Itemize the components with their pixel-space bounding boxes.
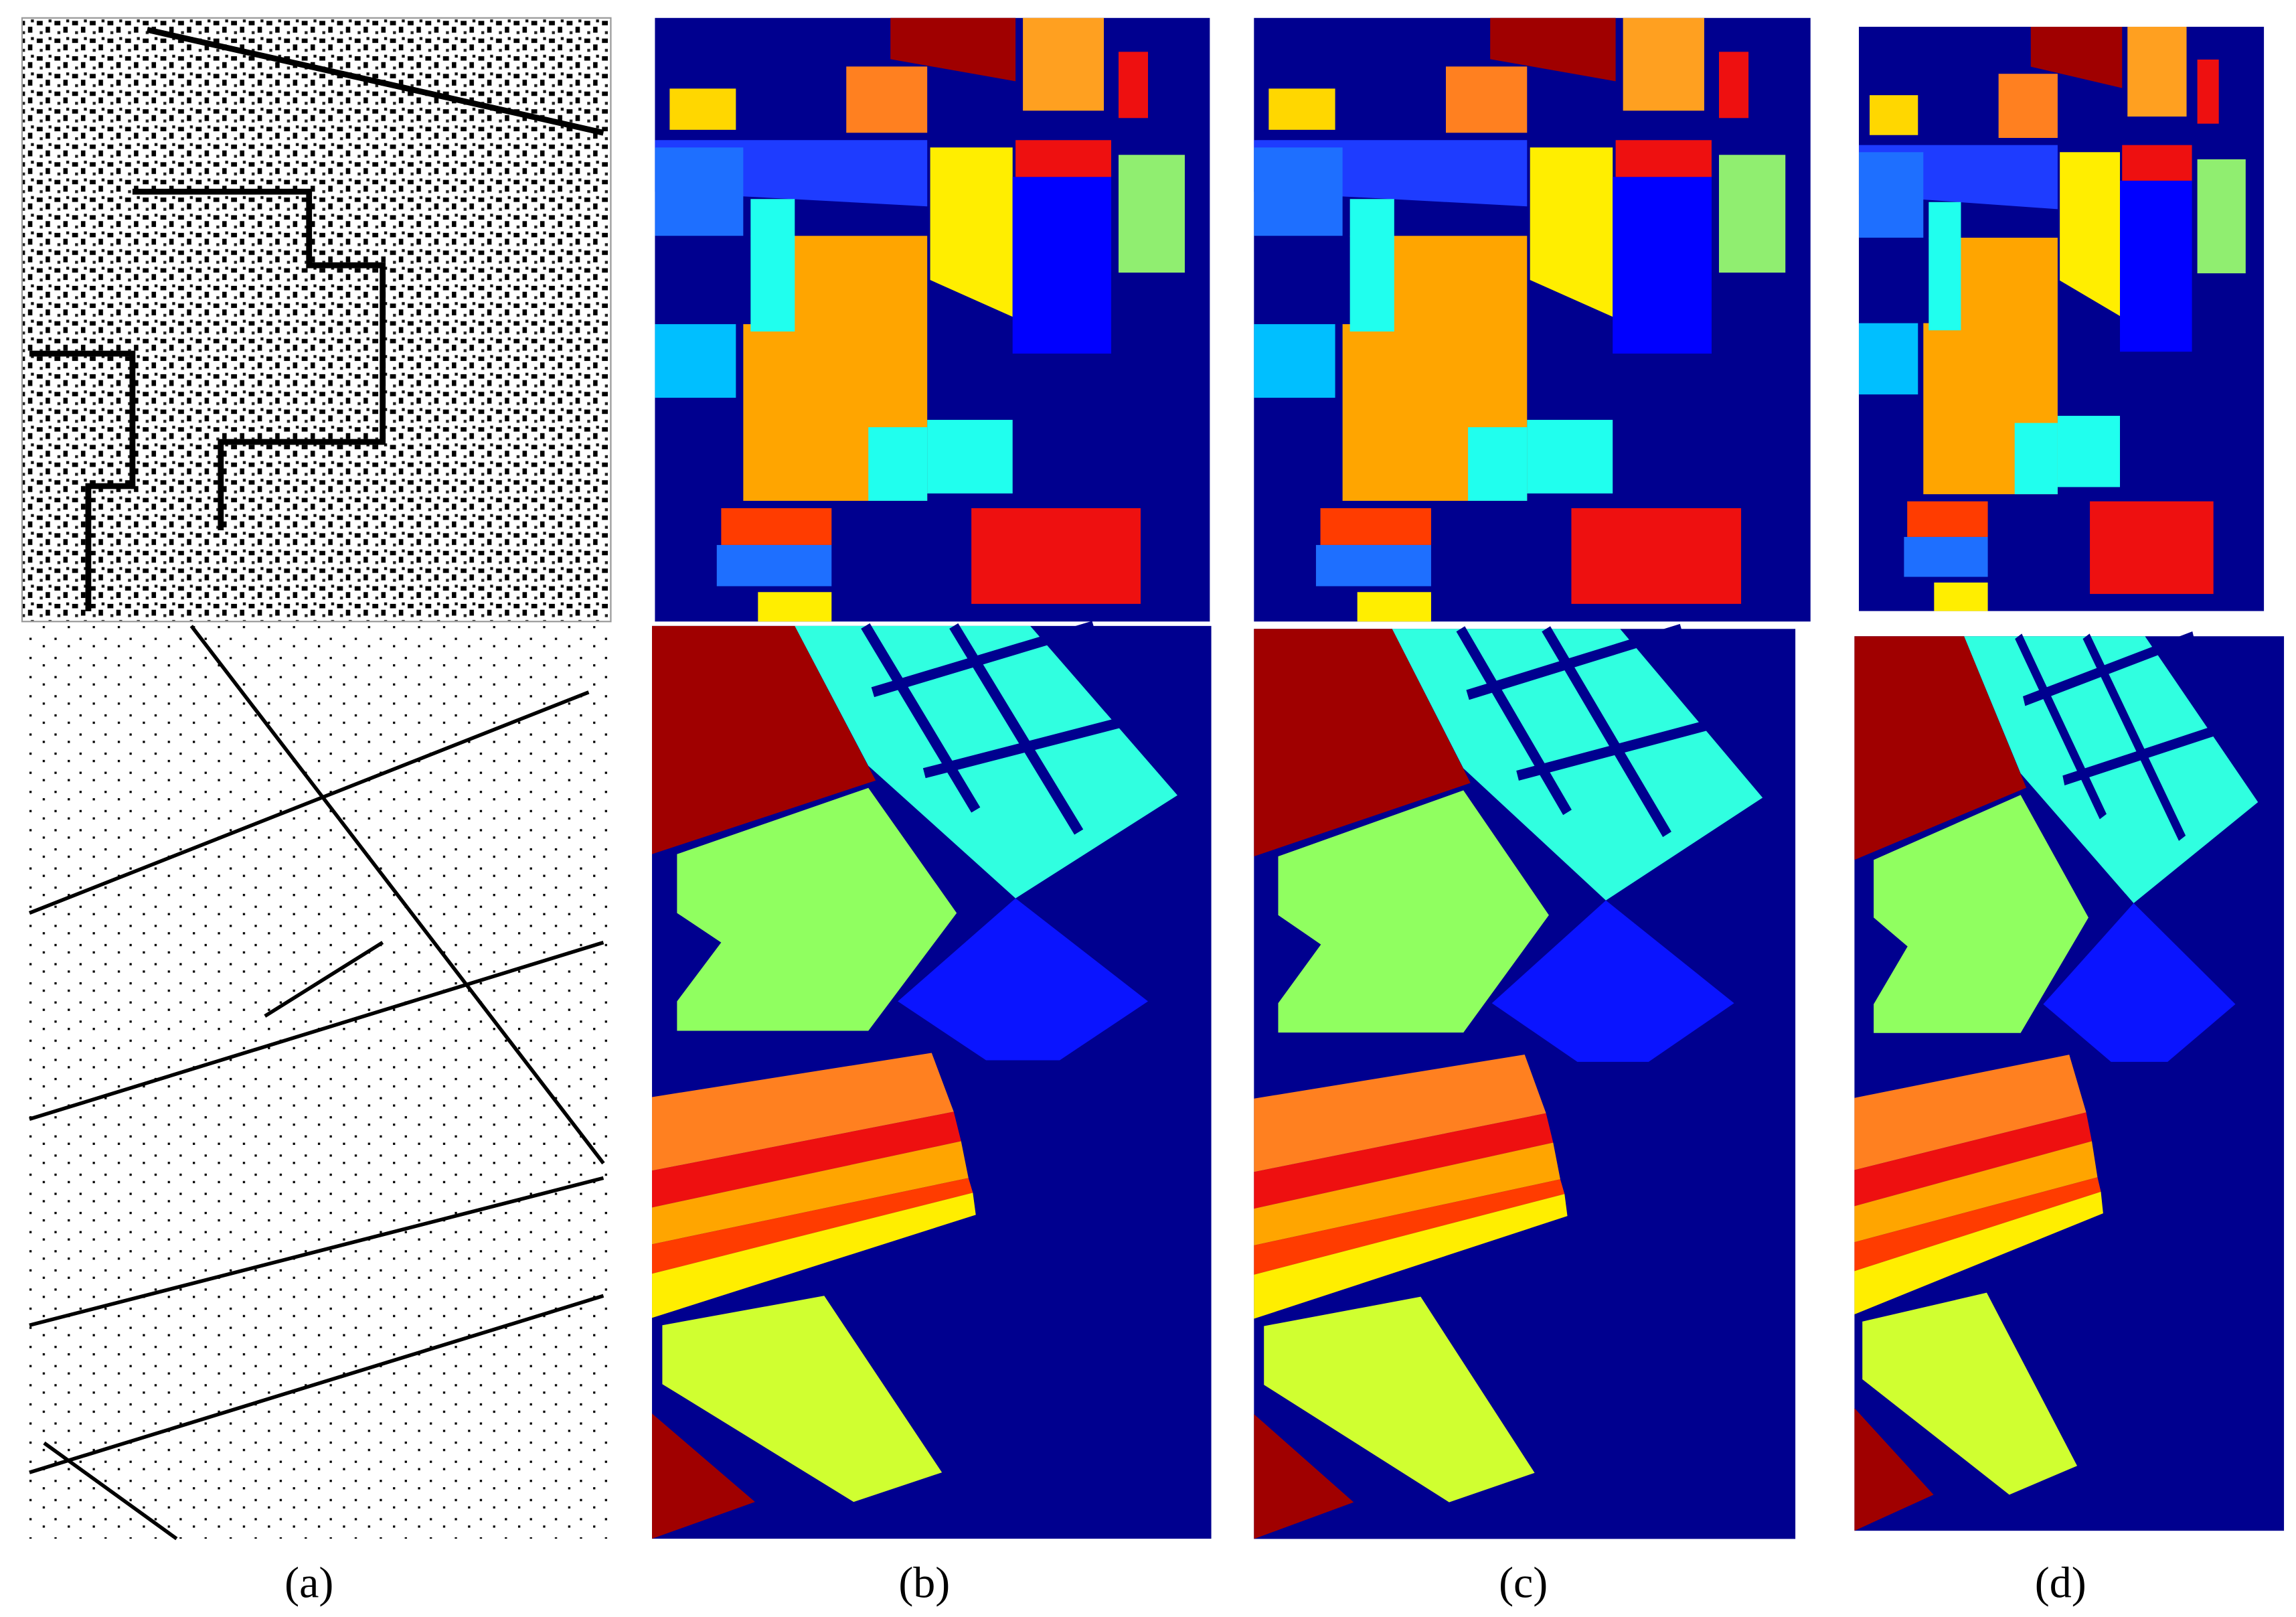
map-b-top xyxy=(655,17,1210,622)
map-c-top xyxy=(1254,17,1811,622)
panel-label: (c) xyxy=(1499,1559,1548,1608)
texture-map xyxy=(21,17,612,623)
edge-lines xyxy=(28,625,605,1541)
map-b-bottom xyxy=(652,626,1212,1539)
panel-a xyxy=(21,17,612,1541)
panel-label: (a) xyxy=(284,1559,333,1608)
panel-label: (d) xyxy=(2035,1559,2086,1608)
field-edges xyxy=(29,27,604,611)
edge-map xyxy=(21,625,611,1539)
panel-label: (b) xyxy=(898,1559,950,1608)
map-d-bottom xyxy=(1854,636,2284,1531)
map-c-bottom xyxy=(1254,629,1795,1539)
map-d-top xyxy=(1858,26,2265,611)
